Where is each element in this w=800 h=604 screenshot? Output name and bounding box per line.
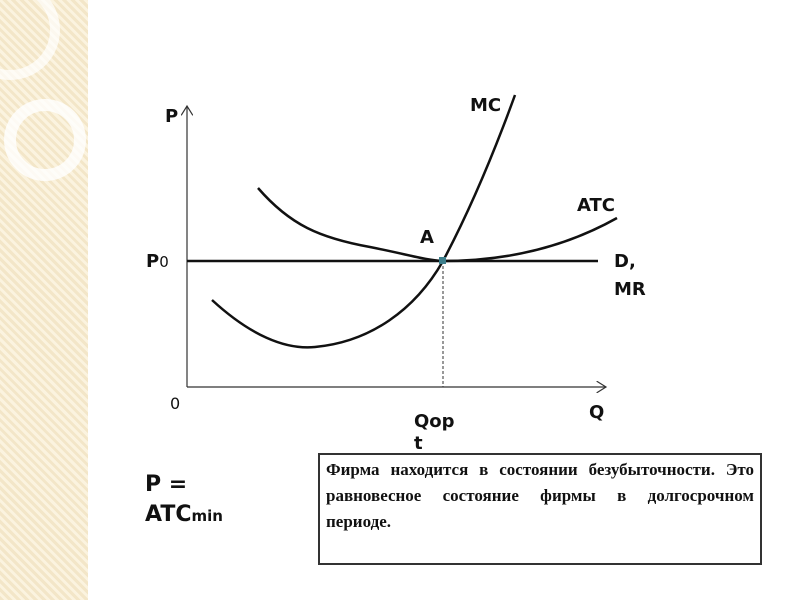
demand-label: D, <box>614 251 636 272</box>
note-box: Фирма находится в состоянии безубыточнос… <box>318 453 762 565</box>
q-label: Qopt <box>414 411 455 454</box>
formula-rhs: ATC <box>145 502 192 527</box>
mc-curve <box>211 94 517 349</box>
decor-circles <box>0 0 86 181</box>
price-letter: P <box>146 251 160 272</box>
price-label: P0 <box>146 253 169 271</box>
mc-label: MC <box>470 95 502 116</box>
formula: P = ATCmin <box>145 470 223 531</box>
price-sub: 0 <box>159 253 169 271</box>
decor-strip <box>0 0 88 600</box>
formula-rhs-wrap: ATCmin <box>145 500 223 531</box>
origin-label: 0 <box>170 394 181 413</box>
formula-lhs: P = <box>145 472 188 497</box>
formula-sub: min <box>191 507 223 525</box>
y-axis-label: P <box>165 106 179 127</box>
x-axis-label: Q <box>589 402 605 423</box>
point-label: A <box>420 227 434 248</box>
atc-label: ATC <box>577 195 616 216</box>
atc-curve <box>257 187 618 263</box>
demand-label2: MR <box>614 279 646 300</box>
point-a <box>439 257 446 264</box>
